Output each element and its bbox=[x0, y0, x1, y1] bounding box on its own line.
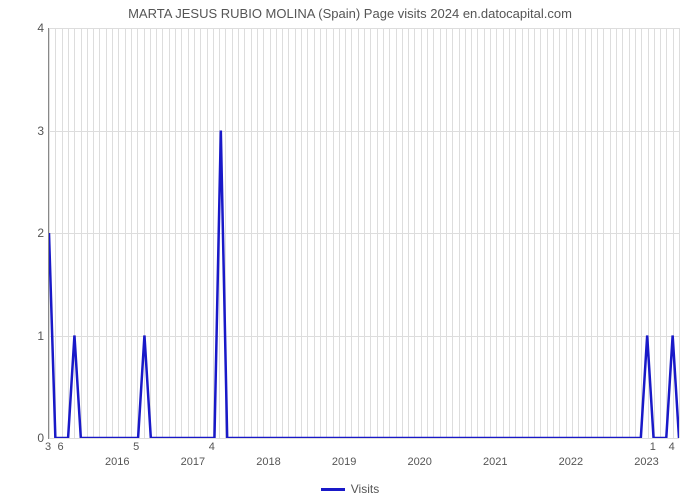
x-value-label: 6 bbox=[58, 441, 64, 453]
grid-v bbox=[679, 28, 680, 438]
legend-label: Visits bbox=[351, 482, 379, 496]
y-tick-label: 1 bbox=[30, 329, 44, 343]
y-tick-label: 4 bbox=[30, 21, 44, 35]
x-value-label: 4 bbox=[669, 441, 675, 453]
x-value-label: 4 bbox=[209, 441, 215, 453]
y-tick-label: 3 bbox=[30, 124, 44, 138]
x-year-label: 2020 bbox=[407, 456, 431, 468]
grid-h bbox=[49, 438, 679, 439]
x-value-label: 5 bbox=[133, 441, 139, 453]
x-year-label: 2018 bbox=[256, 456, 280, 468]
chart-title: MARTA JESUS RUBIO MOLINA (Spain) Page vi… bbox=[0, 6, 700, 21]
x-year-label: 2019 bbox=[332, 456, 356, 468]
line-series bbox=[49, 28, 679, 438]
y-tick-label: 0 bbox=[30, 431, 44, 445]
x-year-label: 2016 bbox=[105, 456, 129, 468]
x-year-label: 2021 bbox=[483, 456, 507, 468]
chart-container: MARTA JESUS RUBIO MOLINA (Spain) Page vi… bbox=[0, 0, 700, 500]
x-value-label: 3 bbox=[45, 441, 51, 453]
y-tick-label: 2 bbox=[30, 226, 44, 240]
plot-area bbox=[48, 28, 679, 439]
legend-swatch bbox=[321, 488, 345, 491]
x-year-label: 2023 bbox=[634, 456, 658, 468]
x-value-label: 1 bbox=[650, 441, 656, 453]
legend: Visits bbox=[0, 482, 700, 496]
x-year-label: 2022 bbox=[559, 456, 583, 468]
x-year-label: 2017 bbox=[181, 456, 205, 468]
